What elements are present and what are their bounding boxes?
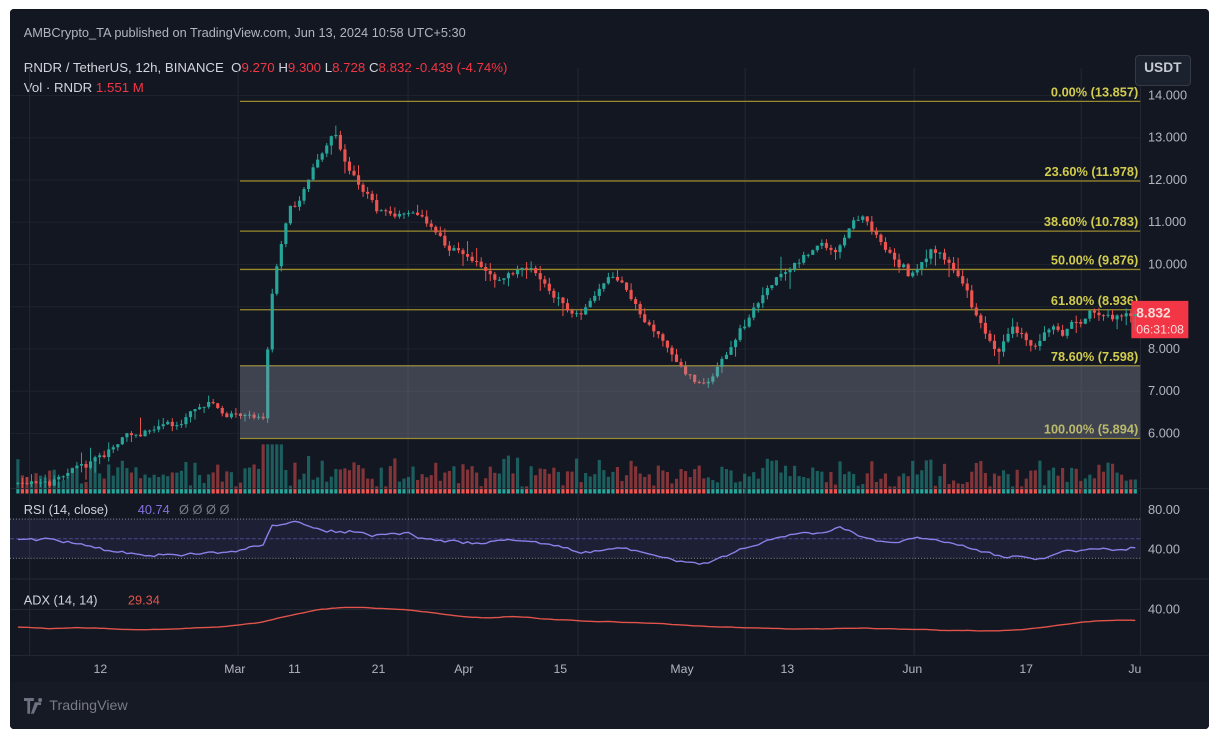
svg-text:11.000: 11.000: [1148, 214, 1186, 229]
svg-text:0.00% (13.857): 0.00% (13.857): [1051, 84, 1138, 99]
svg-text:12.000: 12.000: [1148, 172, 1187, 187]
svg-text:23.60% (11.978): 23.60% (11.978): [1045, 164, 1139, 179]
svg-text:61.80% (8.936): 61.80% (8.936): [1051, 293, 1138, 308]
svg-text:29.34: 29.34: [128, 593, 160, 608]
svg-text:80.00: 80.00: [1148, 502, 1180, 517]
svg-text:40.00: 40.00: [1148, 541, 1180, 556]
svg-text:10.000: 10.000: [1148, 256, 1187, 271]
svg-text:14.000: 14.000: [1148, 87, 1187, 102]
svg-text:8.832: 8.832: [1136, 306, 1171, 321]
svg-text:40.74: 40.74: [138, 502, 170, 517]
svg-text:ADX (14, 14): ADX (14, 14): [24, 593, 101, 608]
svg-text:13.000: 13.000: [1148, 130, 1187, 145]
svg-text:7.000: 7.000: [1148, 383, 1180, 398]
svg-text:38.60% (10.783): 38.60% (10.783): [1044, 214, 1138, 229]
svg-text:Ø Ø Ø Ø: Ø Ø Ø Ø: [179, 502, 229, 517]
svg-text:40.00: 40.00: [1148, 601, 1180, 616]
svg-text:50.00% (9.876): 50.00% (9.876): [1051, 253, 1138, 268]
svg-text:78.60% (7.598): 78.60% (7.598): [1051, 349, 1138, 364]
svg-text:RSI (14, close): RSI (14, close): [24, 502, 112, 517]
svg-text:6.000: 6.000: [1148, 425, 1180, 440]
svg-text:8.000: 8.000: [1148, 341, 1180, 356]
svg-text:06:31:08: 06:31:08: [1136, 322, 1184, 336]
